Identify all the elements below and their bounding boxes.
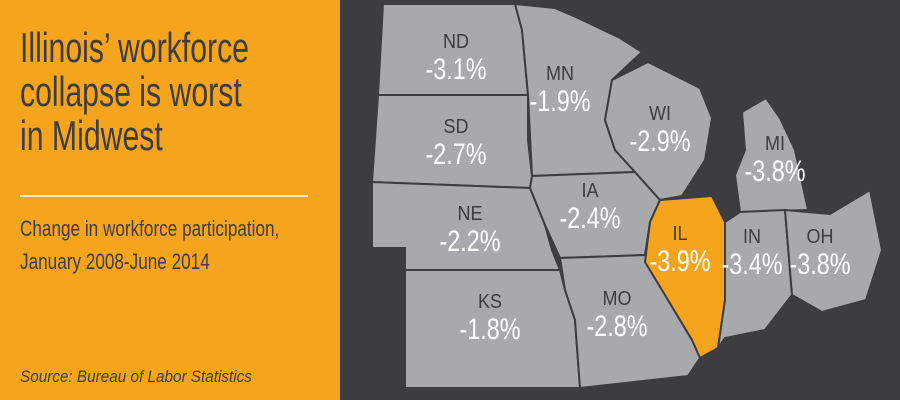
state-value: -3.1% (425, 52, 486, 85)
state-abbr: MO (603, 288, 632, 310)
state-abbr: NE (458, 203, 483, 225)
state-abbr: SD (444, 116, 469, 138)
state-value: -1.8% (459, 312, 520, 345)
state-abbr: KS (478, 291, 502, 313)
state-abbr: MN (546, 63, 574, 85)
title: collapse is worst (20, 68, 242, 115)
state-abbr: WI (649, 103, 671, 125)
subtitle: Change in workforce participation, (20, 217, 279, 242)
source: Source: Bureau of Labor Statistics (20, 367, 252, 386)
state-abbr: OH (807, 226, 834, 248)
state-value: -2.2% (439, 224, 500, 257)
state-value: -2.8% (586, 309, 647, 342)
title: Illinois’ workforce (20, 24, 249, 71)
side-panel (0, 0, 340, 400)
state-abbr: IL (672, 223, 687, 245)
title: in Midwest (20, 112, 163, 159)
state-value: -3.4% (721, 247, 782, 280)
state-wi (603, 60, 714, 202)
state-value: -2.9% (629, 124, 690, 157)
state-abbr: MI (765, 133, 785, 155)
state-il (643, 194, 726, 360)
state-abbr: ND (443, 31, 469, 53)
state-value: -3.8% (789, 247, 850, 280)
state-value: -3.8% (744, 154, 805, 187)
state-abbr: IN (743, 226, 761, 248)
state-mi (733, 96, 810, 214)
state-shapes (370, 2, 884, 390)
state-abbr: IA (582, 180, 599, 202)
state-value: -3.9% (649, 244, 710, 277)
state-in (717, 208, 794, 349)
state-value: -2.4% (559, 201, 620, 234)
state-value: -2.7% (425, 137, 486, 170)
state-oh (783, 188, 884, 314)
state-value: -1.9% (529, 84, 590, 117)
subtitle: January 2008-June 2014 (20, 250, 210, 275)
